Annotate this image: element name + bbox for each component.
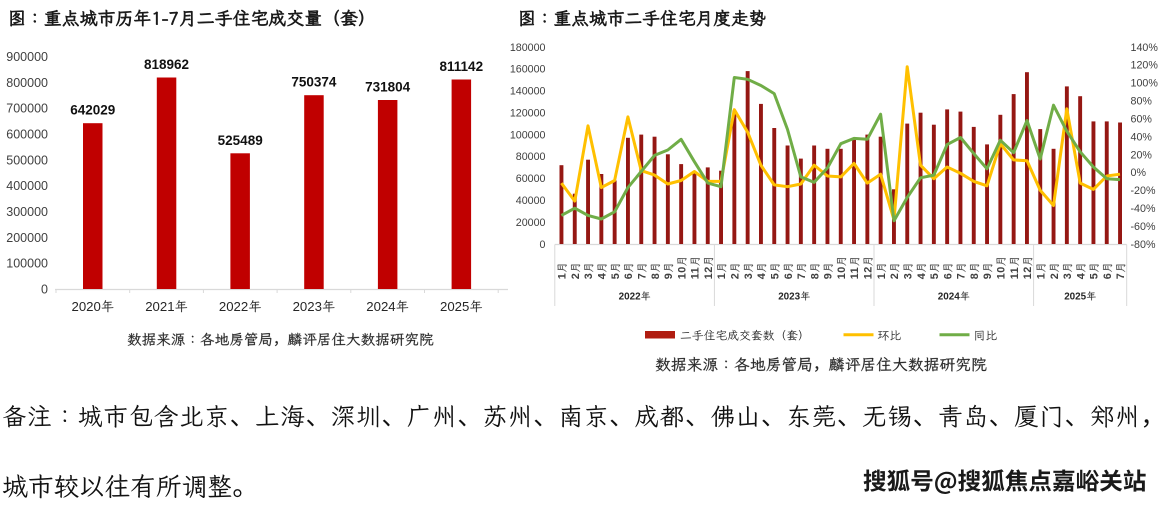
svg-text:8: 8 [809,273,821,279]
svg-text:-40%: -40% [1131,203,1156,215]
svg-text:2: 2 [730,273,742,279]
svg-text:400000: 400000 [6,179,48,193]
svg-text:3: 3 [583,273,595,279]
svg-text:4: 4 [916,273,928,279]
svg-text:7: 7 [637,273,649,279]
svg-text:10: 10 [996,266,1008,279]
svg-text:800000: 800000 [6,76,48,90]
svg-text:40%: 40% [1131,131,1153,143]
svg-text:6: 6 [1102,273,1114,279]
svg-text:0%: 0% [1131,167,1147,179]
svg-text:20000: 20000 [516,217,546,229]
svg-text:12: 12 [1022,266,1034,279]
svg-text:731804: 731804 [365,80,411,95]
svg-text:140000: 140000 [510,86,546,98]
svg-text:1: 1 [716,273,728,279]
svg-text:2024: 2024 [938,292,960,303]
svg-text:9: 9 [823,273,835,279]
svg-text:2022: 2022 [619,292,641,303]
svg-text:5: 5 [610,273,622,279]
svg-text:5: 5 [929,273,941,279]
svg-text:525489: 525489 [218,133,263,148]
svg-text:4: 4 [756,273,768,279]
svg-text:818962: 818962 [144,57,189,72]
svg-text:8: 8 [969,273,981,279]
svg-text:811142: 811142 [440,59,484,74]
svg-text:2022: 2022 [219,299,248,314]
svg-text:8: 8 [650,273,662,279]
svg-text:60000: 60000 [516,173,546,185]
svg-text:80000: 80000 [516,151,546,163]
svg-text:120000: 120000 [510,108,546,120]
svg-text:0: 0 [540,239,546,251]
svg-text:80%: 80% [1131,96,1153,108]
svg-text:100000: 100000 [510,129,546,141]
svg-text:2: 2 [889,273,901,279]
svg-text:100%: 100% [1131,78,1159,90]
svg-text:4: 4 [597,273,609,279]
svg-text:12: 12 [863,266,875,279]
svg-text:-20%: -20% [1131,185,1156,197]
svg-text:2025: 2025 [1064,292,1086,303]
svg-text:2023: 2023 [293,299,322,314]
svg-text:750374: 750374 [291,75,337,90]
svg-text:300000: 300000 [6,205,48,219]
svg-text:-80%: -80% [1131,239,1156,251]
svg-text:600000: 600000 [6,128,48,142]
svg-text:-60%: -60% [1131,221,1156,233]
svg-text:3: 3 [903,273,915,279]
svg-text:2024: 2024 [366,299,395,314]
svg-text:180000: 180000 [510,42,546,54]
svg-text:6: 6 [623,273,635,279]
svg-text:200000: 200000 [6,231,48,245]
svg-text:700000: 700000 [6,102,48,116]
svg-text:3: 3 [743,273,755,279]
svg-text:100000: 100000 [6,257,48,271]
svg-text:10: 10 [676,266,688,279]
svg-text:2023: 2023 [778,292,800,303]
svg-text:12: 12 [703,266,715,279]
svg-text:900000: 900000 [6,50,48,64]
svg-text:160000: 160000 [510,64,546,76]
svg-text:5: 5 [1089,273,1101,279]
svg-text:0: 0 [41,283,48,297]
svg-text:11: 11 [849,267,861,279]
svg-text:6: 6 [942,273,954,279]
svg-text:9: 9 [982,273,994,279]
svg-text:642029: 642029 [70,103,115,118]
svg-text:60%: 60% [1131,113,1153,125]
svg-text:4: 4 [1075,273,1087,279]
svg-text:140%: 140% [1131,42,1159,54]
svg-text:10: 10 [836,266,848,279]
svg-text:7: 7 [796,273,808,279]
svg-text:9: 9 [663,273,675,279]
svg-text:11: 11 [1009,267,1021,279]
svg-text:2021: 2021 [145,299,174,314]
svg-text:7: 7 [956,273,968,279]
svg-text:2: 2 [1049,273,1061,279]
svg-text:1: 1 [876,273,888,279]
svg-text:1: 1 [1036,273,1048,279]
svg-text:1: 1 [557,273,569,279]
svg-text:2: 2 [570,273,582,279]
svg-text:6: 6 [783,273,795,279]
svg-text:500000: 500000 [6,153,48,167]
svg-text:20%: 20% [1131,149,1153,161]
svg-text:7: 7 [1115,273,1127,279]
svg-text:5: 5 [770,273,782,279]
svg-text:2020: 2020 [72,299,101,314]
svg-text:2025: 2025 [440,299,469,314]
svg-text:3: 3 [1062,273,1074,279]
svg-text:11: 11 [690,267,702,279]
svg-text:120%: 120% [1131,60,1159,72]
svg-text:40000: 40000 [516,195,546,207]
